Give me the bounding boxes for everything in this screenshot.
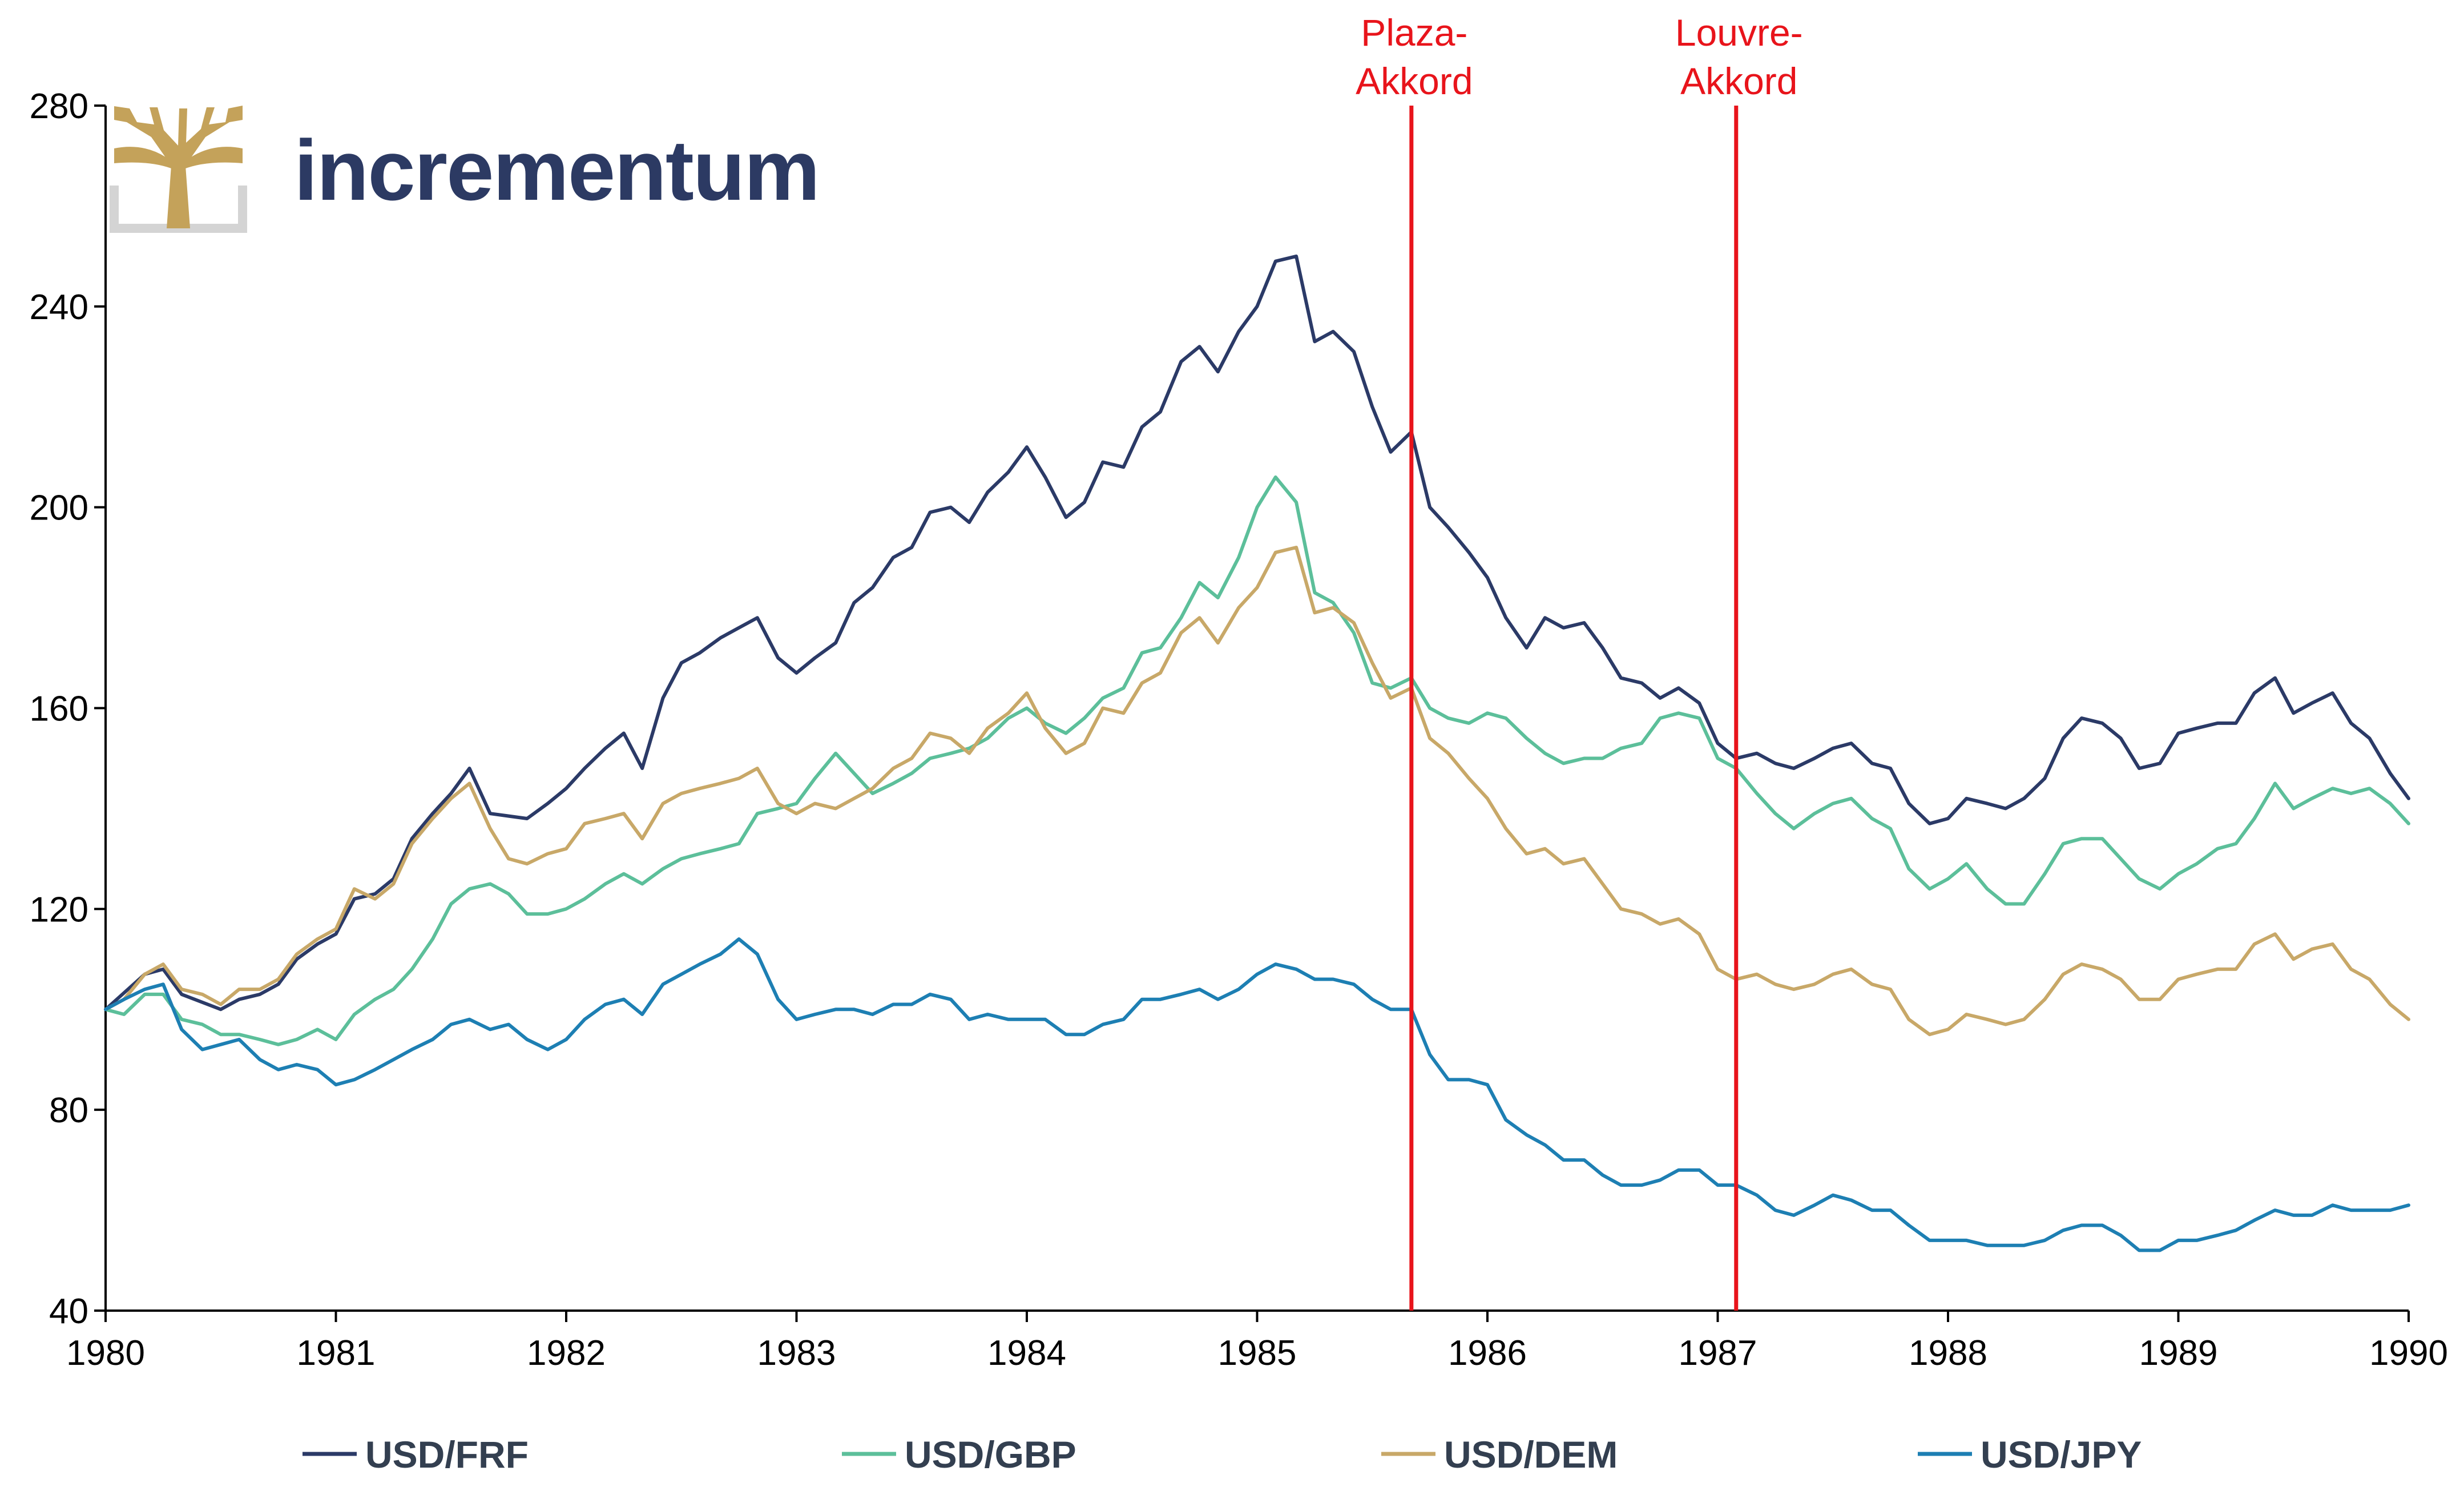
series-layer [104,254,2410,1252]
series-line-usd-dem [104,546,2410,1037]
brand-name: incrementum [294,122,819,218]
legend-label: USD/GBP [905,1433,1076,1476]
brand-logo: incrementum [110,106,820,233]
y-tick-label: 80 [49,1091,88,1130]
series-line-usd-frf [104,254,2410,1012]
y-tick-label: 200 [30,489,88,528]
y-tick-label: 40 [49,1292,88,1331]
tree-logo-icon [110,106,247,233]
series-line-usd-gbp [104,475,2410,1046]
legend-label: USD/JPY [1981,1433,2142,1476]
x-tick-label: 1980 [66,1333,145,1373]
x-tick-label: 1989 [2139,1333,2218,1373]
x-tick-label: 1990 [2369,1333,2448,1373]
annotation-label: Plaza- [1361,11,1467,54]
legend: USD/FRF USD/GBP USD/DEM USD/JPY [303,1433,2142,1476]
axes: 40 80 120 160 200 240 280 1980 1981 1982 1983 1984 1… [30,87,2448,1373]
legend-label: USD/DEM [1444,1433,1618,1476]
x-tick-label: 1988 [1909,1333,1987,1373]
series-line-usd-jpy [104,937,2410,1252]
x-tick-label: 1981 [297,1333,376,1373]
x-tick-label: 1986 [1448,1333,1527,1373]
x-tick-label: 1984 [987,1333,1066,1373]
x-tick-label: 1985 [1218,1333,1297,1373]
annotation-label: Louvre- [1675,11,1803,54]
x-tick-label: 1983 [757,1333,836,1373]
annotation-label: Akkord [1356,60,1473,102]
y-tick-label: 280 [30,87,88,126]
y-tick-label: 160 [30,690,88,729]
x-tick-label: 1982 [527,1333,606,1373]
y-tick-label: 240 [30,288,88,327]
annotations: Plaza- Akkord Louvre- Akkord [1356,11,1803,1311]
annotation-label: Akkord [1680,60,1797,102]
legend-label: USD/FRF [365,1433,529,1476]
y-tick-label: 120 [30,890,88,929]
x-tick-label: 1987 [1679,1333,1757,1373]
